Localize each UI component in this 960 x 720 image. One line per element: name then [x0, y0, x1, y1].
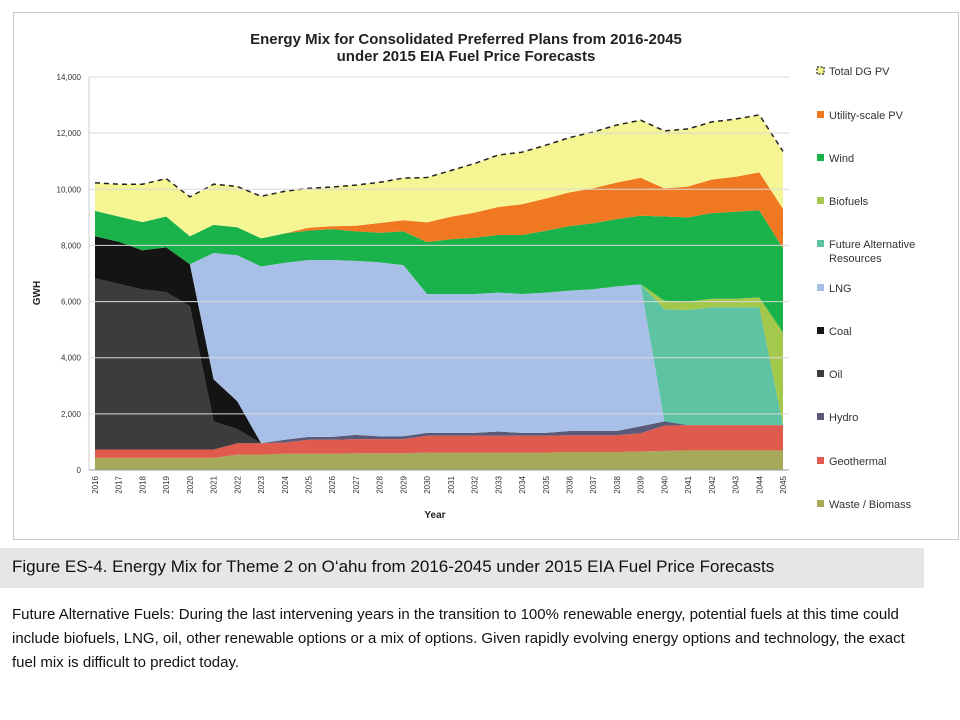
- legend-label: Resources: [829, 253, 882, 265]
- plot-area: [94, 114, 784, 470]
- x-tick-label: 2045: [779, 475, 788, 493]
- x-tick-label: 2019: [162, 475, 171, 493]
- legend-label: Future Alternative: [829, 239, 915, 251]
- area-future-alternative-resources: [95, 236, 783, 426]
- legend-label: Biofuels: [829, 196, 869, 208]
- x-tick-label: 2041: [684, 475, 693, 493]
- legend-label: Waste / Biomass: [829, 499, 912, 511]
- y-tick-label: 8,000: [61, 241, 82, 250]
- chart-frame: Energy Mix for Consolidated Preferred Pl…: [13, 12, 959, 540]
- legend-swatch: [817, 284, 824, 291]
- legend-swatch: [817, 500, 824, 507]
- y-axis-label: GWH: [32, 281, 43, 305]
- x-tick-label: 2032: [471, 475, 480, 493]
- y-tick-label: 6,000: [61, 298, 82, 307]
- x-tick-label: 2039: [637, 475, 646, 493]
- x-tick-label: 2016: [91, 475, 100, 493]
- legend-label: Utility-scale PV: [829, 110, 904, 122]
- chart-title-line-1: Energy Mix for Consolidated Preferred Pl…: [250, 31, 682, 48]
- legend-label: Hydro: [829, 412, 858, 424]
- legend: Total DG PV Utility-scale PV Wind Biofuels F…: [816, 66, 915, 511]
- x-tick-label: 2034: [518, 475, 527, 493]
- x-tick-label: 2027: [352, 475, 361, 493]
- legend-swatch: [817, 111, 824, 118]
- x-tick-label: 2017: [115, 475, 124, 493]
- x-tick-label: 2036: [566, 475, 575, 493]
- axes: 0 2,000 4,000 6,000 8,000 10,000 12,000 14,000 2…: [57, 73, 789, 494]
- x-tick-label: 2031: [447, 475, 456, 493]
- y-tick-label: 2,000: [61, 410, 82, 419]
- x-tick-label: 2018: [138, 475, 147, 493]
- area-coal: [95, 236, 783, 444]
- x-tick-label: 2040: [660, 475, 669, 493]
- x-tick-label: 2023: [257, 475, 266, 493]
- legend-swatch: [817, 327, 824, 334]
- legend-swatch: [817, 197, 824, 204]
- energy-mix-chart: Energy Mix for Consolidated Preferred Pl…: [32, 31, 915, 521]
- legend-swatch: [817, 154, 824, 161]
- x-axis-label: Year: [424, 510, 445, 521]
- y-tick-label: 0: [77, 466, 82, 475]
- x-tick-label: 2037: [589, 475, 598, 493]
- legend-label: Total DG PV: [829, 66, 890, 78]
- area-geothermal: [95, 425, 783, 458]
- x-tick-label: 2029: [399, 475, 408, 493]
- area-wind: [95, 210, 783, 333]
- legend-label: Oil: [829, 369, 842, 381]
- x-tick-label: 2042: [708, 475, 717, 493]
- y-tick-label: 4,000: [61, 354, 82, 363]
- area-total-dg-pv: [95, 114, 783, 239]
- y-tick-label: 12,000: [57, 129, 82, 138]
- x-tick-label: 2035: [542, 475, 551, 493]
- area-oil: [95, 278, 783, 450]
- legend-label: Geothermal: [829, 456, 886, 468]
- area-utility-scale-pv: [95, 172, 783, 249]
- legend-label: LNG: [829, 283, 852, 295]
- x-tick-label: 2020: [186, 475, 195, 493]
- total-dg-pv-dashed-line: [94, 114, 784, 198]
- x-tick-label: 2026: [328, 475, 337, 493]
- x-tick-label: 2024: [281, 475, 290, 493]
- legend-swatch: [816, 66, 825, 75]
- x-tick-label: 2022: [233, 475, 242, 493]
- x-tick-label: 2030: [423, 475, 432, 493]
- x-tick-label: 2044: [755, 475, 764, 493]
- y-tick-label: 14,000: [57, 73, 82, 82]
- caption-bar: Figure ES-4. Energy Mix for Theme 2 on O…: [0, 548, 924, 588]
- x-tick-label: 2038: [613, 475, 622, 493]
- x-tick-label: 2043: [732, 475, 741, 493]
- figure-caption: Figure ES-4. Energy Mix for Theme 2 on O…: [12, 557, 775, 576]
- legend-swatch: [817, 240, 824, 247]
- x-tick-label: 2028: [376, 475, 385, 493]
- legend-label: Wind: [829, 153, 854, 165]
- area-hydro: [95, 421, 783, 450]
- note-paragraph: Future Alternative Fuels: During the las…: [12, 606, 905, 671]
- legend-swatch: [817, 370, 824, 377]
- x-tick-label: 2021: [210, 475, 219, 493]
- legend-swatch: [817, 413, 824, 420]
- area-lng: [95, 236, 783, 444]
- y-tick-label: 10,000: [57, 185, 82, 194]
- area-waste-biomass: [95, 450, 783, 470]
- chart-title-line-2: under 2015 EIA Fuel Price Forecasts: [337, 48, 596, 65]
- legend-swatch: [817, 457, 824, 464]
- x-tick-label: 2025: [305, 475, 314, 493]
- legend-label: Coal: [829, 326, 852, 338]
- x-tick-label: 2033: [494, 475, 503, 493]
